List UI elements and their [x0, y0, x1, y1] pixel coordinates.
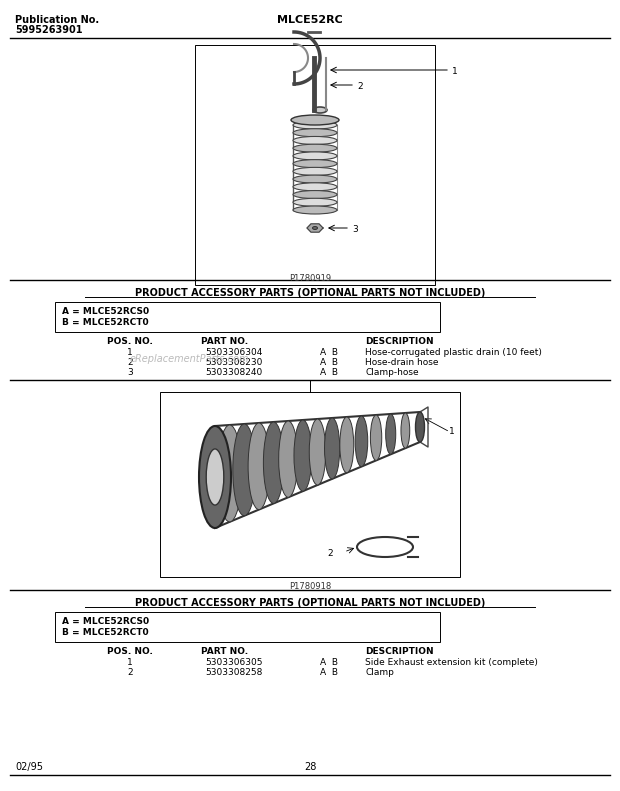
Text: POS. NO.: POS. NO. [107, 337, 153, 346]
Ellipse shape [340, 417, 354, 473]
Polygon shape [307, 224, 323, 232]
Text: A = MLCE52RCS0: A = MLCE52RCS0 [62, 307, 149, 316]
Text: 5303308230: 5303308230 [205, 358, 262, 367]
Bar [160, 392, 460, 577]
Text: A  B: A B [320, 658, 338, 667]
Text: A  B: A B [320, 668, 338, 677]
Text: eReplacementParts.com: eReplacementParts.com [130, 354, 249, 364]
Text: 2: 2 [357, 82, 363, 91]
Text: A  B: A B [320, 358, 338, 367]
Ellipse shape [248, 423, 270, 509]
Text: Side Exhaust extension kit (complete): Side Exhaust extension kit (complete) [365, 658, 538, 667]
Text: A = MLCE52RCS0: A = MLCE52RCS0 [62, 617, 149, 626]
Text: 1: 1 [127, 348, 133, 357]
Ellipse shape [293, 191, 337, 199]
Ellipse shape [233, 424, 255, 516]
Text: 3: 3 [127, 368, 133, 377]
Text: Clamp: Clamp [365, 668, 394, 677]
Text: 1: 1 [450, 427, 455, 436]
Ellipse shape [294, 420, 312, 491]
Text: PRODUCT ACCESSORY PARTS (OPTIONAL PARTS NOT INCLUDED): PRODUCT ACCESSORY PARTS (OPTIONAL PARTS … [135, 288, 485, 298]
Ellipse shape [202, 426, 228, 528]
Text: B = MLCE52RCT0: B = MLCE52RCT0 [62, 318, 149, 327]
Ellipse shape [416, 412, 423, 442]
Ellipse shape [293, 168, 337, 176]
Text: 2: 2 [127, 668, 133, 677]
Text: 28: 28 [304, 762, 316, 772]
Text: Clamp-hose: Clamp-hose [365, 368, 419, 377]
Text: B = MLCE52RCT0: B = MLCE52RCT0 [62, 628, 149, 637]
Text: DESCRIPTION: DESCRIPTION [365, 647, 433, 656]
Text: Hose-corrugated plastic drain (10 feet): Hose-corrugated plastic drain (10 feet) [365, 348, 542, 357]
Text: Publication No.: Publication No. [15, 15, 99, 25]
Text: 3: 3 [352, 225, 358, 234]
Ellipse shape [401, 413, 410, 448]
Text: 5303308258: 5303308258 [205, 668, 262, 677]
Ellipse shape [293, 129, 337, 137]
Ellipse shape [313, 107, 327, 113]
Text: 1: 1 [452, 67, 458, 76]
Text: P1780919: P1780919 [289, 274, 331, 283]
Ellipse shape [206, 449, 224, 505]
Text: A  B: A B [320, 368, 338, 377]
Text: 5995263901: 5995263901 [15, 25, 82, 35]
Ellipse shape [264, 422, 284, 503]
Text: 02/95: 02/95 [15, 762, 43, 772]
Ellipse shape [293, 144, 337, 152]
Bar [195, 45, 435, 285]
Text: MLCE52RC: MLCE52RC [277, 15, 343, 25]
Ellipse shape [293, 160, 337, 168]
Text: Hose-drain hose: Hose-drain hose [365, 358, 438, 367]
Text: A  B: A B [320, 348, 338, 357]
Ellipse shape [293, 199, 337, 206]
Text: 2: 2 [327, 549, 332, 558]
Text: 1: 1 [127, 658, 133, 667]
Ellipse shape [309, 419, 326, 485]
Ellipse shape [199, 426, 231, 528]
Text: P1780918: P1780918 [289, 582, 331, 591]
Ellipse shape [415, 412, 425, 442]
Ellipse shape [293, 152, 337, 160]
Bar [55, 302, 440, 332]
Ellipse shape [293, 137, 337, 145]
Ellipse shape [291, 115, 339, 125]
Ellipse shape [324, 418, 340, 479]
Text: POS. NO.: POS. NO. [107, 647, 153, 656]
Text: 2: 2 [127, 358, 133, 367]
Ellipse shape [293, 206, 337, 214]
Text: PRODUCT ACCESSORY PARTS (OPTIONAL PARTS NOT INCLUDED): PRODUCT ACCESSORY PARTS (OPTIONAL PARTS … [135, 598, 485, 608]
Bar [55, 612, 440, 642]
Text: 5303308240: 5303308240 [205, 368, 262, 377]
Ellipse shape [293, 121, 337, 129]
Ellipse shape [370, 415, 382, 460]
Ellipse shape [312, 226, 317, 229]
Text: 5303306305: 5303306305 [205, 658, 262, 667]
Text: 5303306304: 5303306304 [205, 348, 262, 357]
Text: PART NO.: PART NO. [202, 337, 249, 346]
Ellipse shape [386, 414, 396, 454]
Ellipse shape [293, 175, 337, 183]
Text: DESCRIPTION: DESCRIPTION [365, 337, 433, 346]
Ellipse shape [278, 421, 298, 498]
Ellipse shape [355, 416, 368, 467]
Ellipse shape [218, 425, 242, 522]
Text: PART NO.: PART NO. [202, 647, 249, 656]
Ellipse shape [293, 183, 337, 191]
